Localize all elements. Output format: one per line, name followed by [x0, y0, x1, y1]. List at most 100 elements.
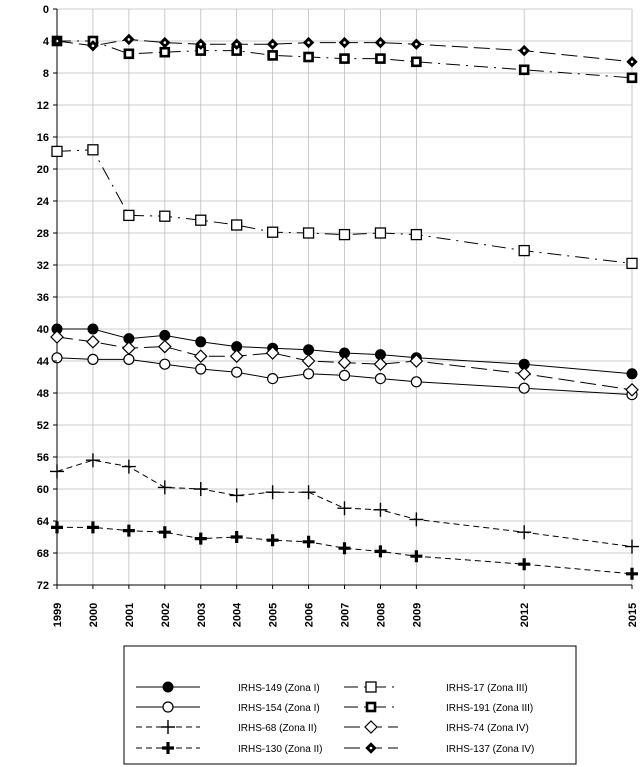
data-point-dot: [415, 42, 418, 46]
data-point: [517, 366, 532, 381]
data-point: [86, 334, 100, 349]
data-point-dot: [369, 746, 373, 750]
data-point: [86, 521, 99, 534]
data-point: [518, 558, 531, 571]
y-tick-label: 32: [37, 260, 49, 272]
legend-marker: [161, 720, 175, 734]
legend-label: IRHS-130 (Zona II): [238, 744, 322, 755]
data-point: [410, 228, 423, 241]
series-group: [50, 33, 639, 580]
y-tick-label: 52: [37, 420, 49, 432]
data-point: [625, 382, 639, 397]
legend-marker: [365, 681, 377, 693]
y-tick-label: 8: [43, 68, 49, 80]
data-point: [51, 145, 63, 158]
data-point: [194, 532, 207, 545]
data-point: [338, 369, 351, 381]
legend-marker: [162, 681, 174, 693]
data-point: [162, 681, 174, 693]
x-tick-label: 2005: [268, 603, 280, 627]
data-point: [162, 742, 174, 754]
y-tick-label: 28: [37, 228, 49, 240]
data-point: [123, 209, 135, 222]
y-tick-label: 56: [37, 452, 49, 464]
data-point: [375, 53, 386, 64]
series-5: [51, 144, 638, 270]
data-point: [338, 542, 351, 555]
x-tick-label: 2001: [124, 603, 136, 627]
data-point: [337, 501, 352, 516]
data-point: [302, 227, 315, 239]
data-point: [518, 64, 530, 76]
data-point: [364, 720, 378, 734]
series-8: [51, 33, 638, 68]
data-point: [51, 521, 63, 534]
data-point: [87, 323, 99, 335]
x-tick-label: 2007: [340, 603, 352, 627]
data-point: [411, 56, 422, 68]
data-point: [338, 228, 351, 241]
data-point: [195, 336, 207, 348]
legend-marker: [162, 742, 174, 754]
data-point: [195, 214, 207, 226]
legend-label: IRHS-17 (Zona III): [446, 683, 528, 694]
data-point-dot: [522, 49, 526, 52]
data-point: [626, 567, 638, 580]
data-point: [157, 480, 172, 495]
data-point: [159, 358, 171, 370]
data-point: [195, 363, 207, 375]
data-point: [626, 72, 638, 84]
data-point: [374, 227, 387, 239]
y-tick-label: 48: [37, 388, 49, 400]
data-point: [626, 368, 638, 380]
data-point: [303, 51, 314, 63]
data-point: [301, 354, 316, 368]
legend-label: IRHS-137 (Zona IV): [446, 744, 534, 755]
data-point: [518, 244, 530, 257]
legend-label: IRHS-74 (Zona IV): [446, 723, 529, 734]
data-point: [266, 534, 279, 547]
data-point: [159, 210, 171, 222]
data-point: [123, 48, 135, 60]
legend-entry: IRHS-74 (Zona IV): [344, 720, 529, 734]
legend-entry: IRHS-137 (Zona IV): [344, 742, 534, 755]
data-point: [337, 355, 352, 370]
y-tick-label: 40: [37, 324, 49, 336]
data-point: [87, 353, 99, 365]
data-point: [302, 535, 315, 548]
y-tick-label: 60: [37, 484, 49, 496]
data-point: [157, 339, 172, 354]
data-point-dot: [91, 44, 95, 48]
data-point: [122, 341, 136, 356]
data-point-dot: [271, 42, 274, 46]
data-point: [123, 353, 135, 365]
data-point: [267, 373, 279, 385]
x-tick-labels: 1999 2000 2001 2002 2003 2004 2005 2006 2007 2008…: [52, 585, 639, 627]
x-tick-label: 2009: [411, 603, 423, 627]
series-4: [51, 521, 638, 580]
x-tick-label: 2000: [88, 603, 100, 627]
data-point: [193, 349, 208, 364]
x-tick-label: 2012: [519, 603, 531, 627]
x-tick-label: 2008: [375, 603, 387, 627]
data-point: [517, 525, 532, 540]
data-point: [373, 357, 388, 372]
data-point: [410, 550, 423, 563]
legend-label: IRHS-68 (Zona II): [238, 723, 317, 734]
data-point-dot: [199, 42, 203, 46]
y-tick-label: 0: [43, 4, 49, 16]
y-tick-label: 64: [37, 516, 50, 528]
x-tick-label: 2002: [160, 603, 172, 627]
data-point: [374, 373, 387, 385]
data-point: [50, 330, 64, 344]
series-3: [50, 453, 639, 554]
data-point: [265, 485, 280, 500]
data-point: [302, 368, 315, 380]
x-tick-label: 2006: [304, 603, 316, 627]
data-point-dot: [163, 41, 167, 44]
data-point: [87, 144, 99, 156]
data-point: [301, 485, 316, 500]
y-tick-label: 4: [43, 36, 50, 48]
data-point: [121, 459, 136, 474]
